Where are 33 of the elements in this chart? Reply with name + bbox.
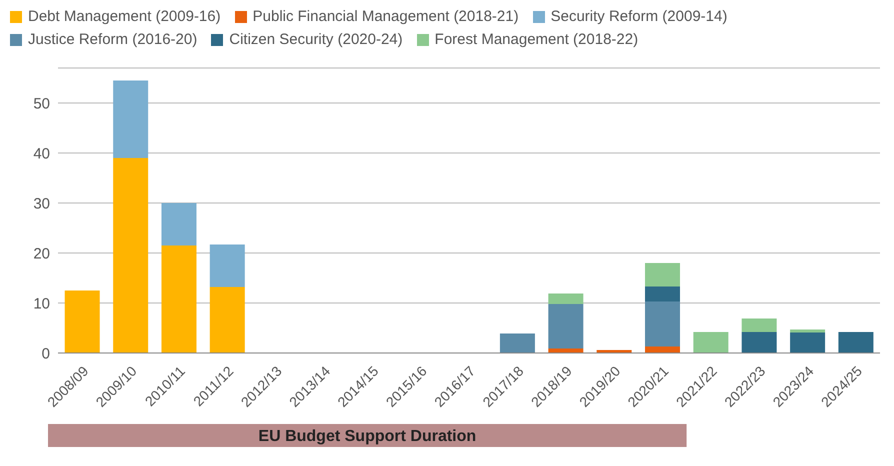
legend-label: Debt Management (2009-16)	[28, 8, 221, 25]
bar	[161, 203, 196, 246]
bar	[500, 334, 535, 353]
bar	[64, 290, 100, 353]
y-tick-label: 40	[33, 145, 50, 162]
bar	[113, 158, 148, 353]
bar	[548, 294, 584, 304]
y-tick-label: 20	[33, 245, 50, 262]
bar	[693, 332, 728, 353]
legend-label: Justice Reform (2016-20)	[28, 31, 198, 48]
bar	[790, 332, 826, 353]
bar	[742, 332, 777, 353]
bar	[548, 304, 584, 348]
bar	[742, 318, 777, 332]
y-tick-label: 30	[33, 195, 50, 212]
legend-label: Public Financial Management (2018-21)	[252, 8, 519, 25]
legend-label: Forest Management (2018-22)	[434, 31, 638, 48]
bar	[210, 244, 245, 287]
bar	[645, 346, 680, 353]
bar	[790, 330, 826, 332]
y-tick-label: 10	[33, 295, 50, 312]
legend-label: Security Reform (2009-14)	[550, 8, 728, 25]
bar	[113, 80, 148, 158]
bar	[210, 287, 245, 353]
bar	[838, 332, 874, 353]
bar	[645, 286, 680, 302]
bar	[645, 263, 680, 286]
y-tick-label: 0	[42, 345, 50, 362]
y-tick-label: 50	[33, 95, 50, 112]
legend-label: Citizen Security (2020-24)	[229, 31, 403, 48]
text: EU Budget Support Duration	[258, 428, 476, 445]
bar	[161, 246, 196, 353]
bar	[645, 302, 680, 346]
